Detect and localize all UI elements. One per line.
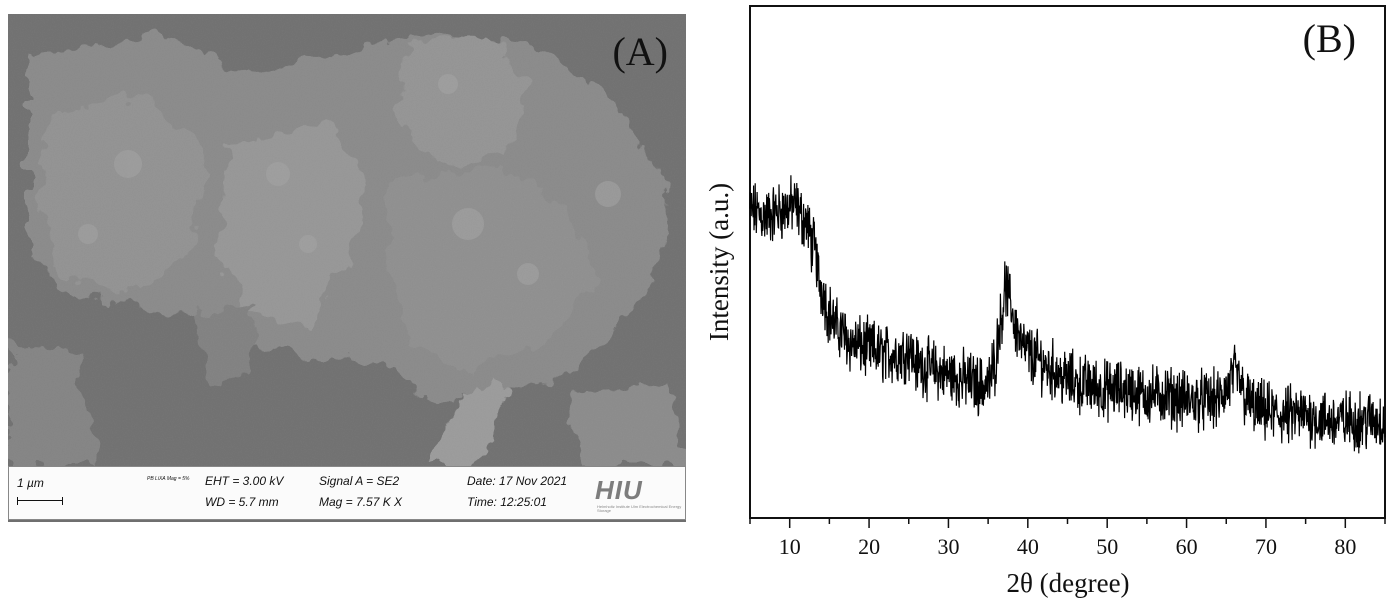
plot-border <box>749 5 1386 519</box>
x-tick-label: 30 <box>937 534 959 559</box>
mag-value: Mag = 7.57 K X <box>319 495 403 509</box>
hiu-logo: HIU <box>595 475 643 505</box>
xrd-chart-panel: Intensity (a.u.) 2θ (degree) (B) 10 20 30 4… <box>690 0 1386 605</box>
sem-info-bar: 1 µm PB LiXA Mag = 5% EHT = 3.00 kV WD =… <box>8 466 686 520</box>
date-value: Date: 17 Nov 2021 <box>467 474 568 488</box>
xrd-series-line <box>749 175 1386 454</box>
series-layer <box>749 175 1386 454</box>
x-tick-label: 70 <box>1255 534 1277 559</box>
x-axis-ticks: 10 20 30 40 50 60 70 80 <box>749 518 1386 559</box>
signal-value: Signal A = SE2 <box>319 474 400 488</box>
y-axis-title: Intensity (a.u.) <box>704 183 734 341</box>
scale-bar <box>17 497 63 505</box>
xrd-chart: Intensity (a.u.) 2θ (degree) (B) 10 20 30 4… <box>704 5 1386 598</box>
eht-value: EHT = 3.00 kV <box>205 474 284 488</box>
x-tick-label: 50 <box>1096 534 1118 559</box>
sem-micrograph-panel: (A) 1 µm PB LiXA Mag = 5% EHT = 3.00 kV … <box>8 14 686 522</box>
x-tick-label: 40 <box>1017 534 1039 559</box>
hiu-logo-subtext: Helmholtz Institute Ulm Electrochemical … <box>597 504 682 513</box>
x-tick-label: 10 <box>779 534 801 559</box>
x-tick-label: 60 <box>1176 534 1198 559</box>
plot-frame <box>749 5 1386 519</box>
panel-b-label: (B) <box>1303 16 1356 61</box>
small-info-text: PB LiXA Mag = 5% <box>147 476 190 482</box>
panel-a-label: (A) <box>612 29 668 74</box>
sem-micrograph-image <box>8 14 686 466</box>
time-value: Time: 12:25:01 <box>467 495 547 509</box>
scale-bar-label: 1 µm <box>17 476 44 490</box>
x-tick-label: 80 <box>1334 534 1356 559</box>
x-axis-title: 2θ (degree) <box>1006 568 1129 598</box>
x-tick-label: 20 <box>858 534 880 559</box>
wd-value: WD = 5.7 mm <box>205 495 279 509</box>
